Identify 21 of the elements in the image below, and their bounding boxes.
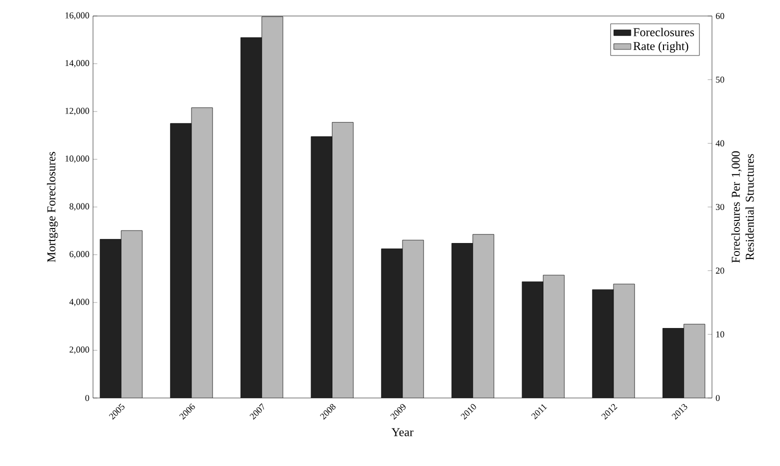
y2-tick-label: 40 [716,140,724,146]
x-axis-title: Year [392,428,414,436]
y-tick-label: 14,000 [66,60,90,68]
y-tick-label: 8,000 [70,203,90,211]
y-tick-label: 4,000 [69,298,90,306]
y-tick-label: 2,000 [70,346,90,354]
y-tick-label: 12,000 [66,108,90,116]
y2-axis-title: Foreclosures Per 1,000 Residential Structures [731,151,754,263]
y-tick-label: 10,000 [66,156,90,163]
legend-label: Rate (right) [633,42,688,53]
y2-tick-label: 20 [716,268,724,274]
y2-tick-label: 0 [716,394,720,402]
legend-label: Foreclosures [633,28,694,36]
y-tick-label: 6,000 [70,251,90,258]
y-tick-label: 0 [85,394,90,402]
y2-tick-label: 30 [716,204,724,210]
y2-tick-label: 10 [716,331,724,338]
y2-tick-label: 60 [716,12,724,20]
y2-tick-label: 50 [716,76,724,83]
y-tick-label: 16,000 [66,12,90,20]
y-axis-title: Mortgage Foreclosures [46,152,58,262]
